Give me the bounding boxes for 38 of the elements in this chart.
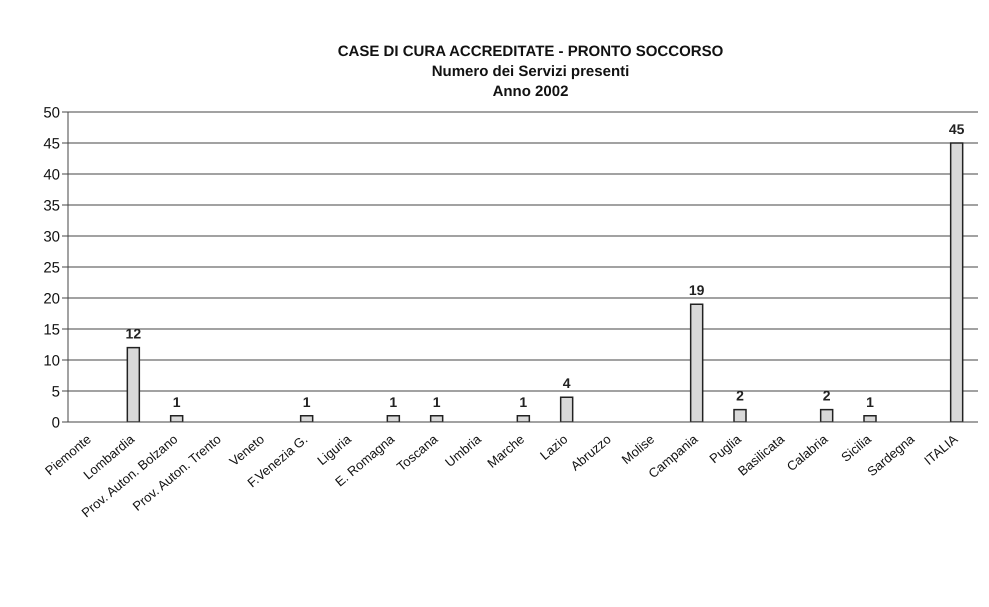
chart-subtitle: Numero dei Servizi presenti <box>430 62 630 82</box>
bar <box>300 415 314 422</box>
y-tick-label: 0 <box>52 414 60 432</box>
bar <box>950 142 964 422</box>
y-tick-label: 25 <box>43 259 60 276</box>
y-tick-label: 5 <box>52 383 60 400</box>
y-tick-label: 40 <box>43 166 60 184</box>
data-label: 1 <box>519 394 528 410</box>
data-label: 4 <box>562 375 571 392</box>
bar <box>126 346 140 422</box>
data-label: 2 <box>822 388 831 404</box>
bar <box>516 415 530 422</box>
y-tick-label: 30 <box>43 228 60 246</box>
y-tick-label: 45 <box>43 135 60 152</box>
bar <box>430 415 444 422</box>
data-label: 45 <box>948 121 965 137</box>
data-label: 1 <box>389 394 398 410</box>
data-label: 1 <box>432 394 441 410</box>
data-label: 2 <box>736 388 744 404</box>
data-label: 1 <box>172 394 181 410</box>
y-tick-label: 35 <box>43 197 60 214</box>
bar <box>733 408 747 422</box>
y-tick-label: 20 <box>43 290 60 308</box>
y-tick-label: 15 <box>43 321 60 338</box>
bar <box>820 408 834 422</box>
data-label: 1 <box>302 394 311 410</box>
data-label: 19 <box>688 282 705 298</box>
y-tick-label: 50 <box>43 104 60 122</box>
bar <box>863 415 877 422</box>
data-label: 1 <box>866 394 874 410</box>
bar <box>690 303 704 422</box>
chart-title: CASE DI CURA ACCREDITATE - PRONTO SOCCORSO <box>336 42 724 62</box>
bar <box>170 415 184 422</box>
bar <box>386 415 400 422</box>
text: Anno 2002 <box>492 82 570 102</box>
bar <box>560 396 574 422</box>
data-label: 12 <box>126 326 142 342</box>
y-tick-label: 10 <box>43 352 60 370</box>
